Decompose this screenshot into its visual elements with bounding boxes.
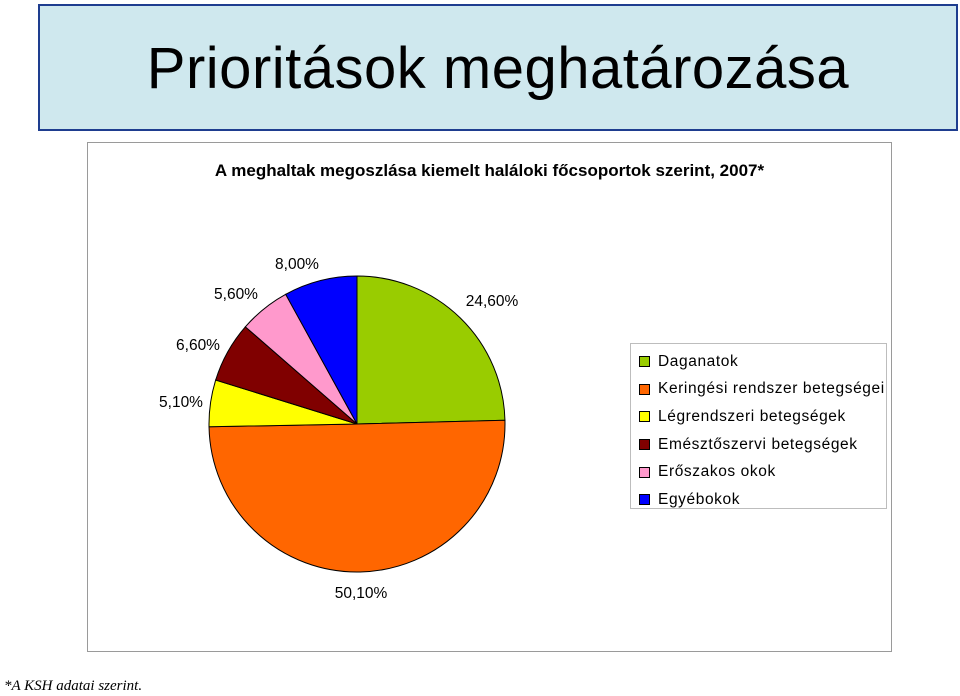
pie-slices — [208, 275, 506, 573]
slide-title: Prioritások meghatározása — [146, 36, 850, 101]
legend-item: Emésztőszervi betegségek — [631, 431, 886, 459]
legend-label: Egyébokok — [658, 490, 741, 508]
legend-swatch — [639, 494, 650, 506]
slide-title-box: Prioritások meghatározása — [38, 4, 958, 131]
legend-label: Daganatok — [658, 352, 739, 370]
slice-data-label: 5,60% — [214, 286, 258, 303]
pie-slice-2 — [208, 419, 506, 573]
legend-swatch — [639, 411, 650, 423]
legend-label: Emésztőszervi betegségek — [658, 435, 858, 453]
pie-slice-1 — [356, 275, 506, 425]
slice-data-label: 5,10% — [159, 394, 203, 411]
chart-legend: Daganatok Keringési rendszer betegségei Lé… — [630, 343, 887, 509]
slice-data-label: 50,10% — [335, 585, 388, 602]
pie-data-labels: 24,60% 50,10% 5,10% 6,60% 5,60% 8,00% — [159, 256, 518, 602]
legend-label: Erőszakos okok — [658, 463, 776, 481]
legend-swatch — [639, 356, 650, 368]
slice-data-label: 24,60% — [466, 293, 519, 310]
legend-item: Daganatok — [631, 348, 886, 376]
pie-slice-6 — [285, 275, 358, 425]
slice-data-label: 6,60% — [176, 337, 220, 354]
legend-item: Keringési rendszer betegségei — [631, 376, 886, 404]
legend-item: Egyébokok — [631, 486, 886, 514]
legend-label: Légrendszeri betegségek — [658, 407, 846, 425]
legend-swatch — [639, 466, 650, 478]
legend-label: Keringési rendszer betegségei — [658, 380, 885, 398]
legend-item: Légrendszeri betegségek — [631, 403, 886, 431]
chart-title: A meghaltak megoszlása kiemelt haláloki … — [214, 161, 765, 180]
legend-swatch — [639, 439, 650, 451]
footnote: *A KSH adatai szerint. — [4, 678, 143, 694]
legend-swatch — [639, 383, 650, 395]
legend-item: Erőszakos okok — [631, 458, 886, 486]
slice-data-label: 8,00% — [275, 256, 319, 273]
